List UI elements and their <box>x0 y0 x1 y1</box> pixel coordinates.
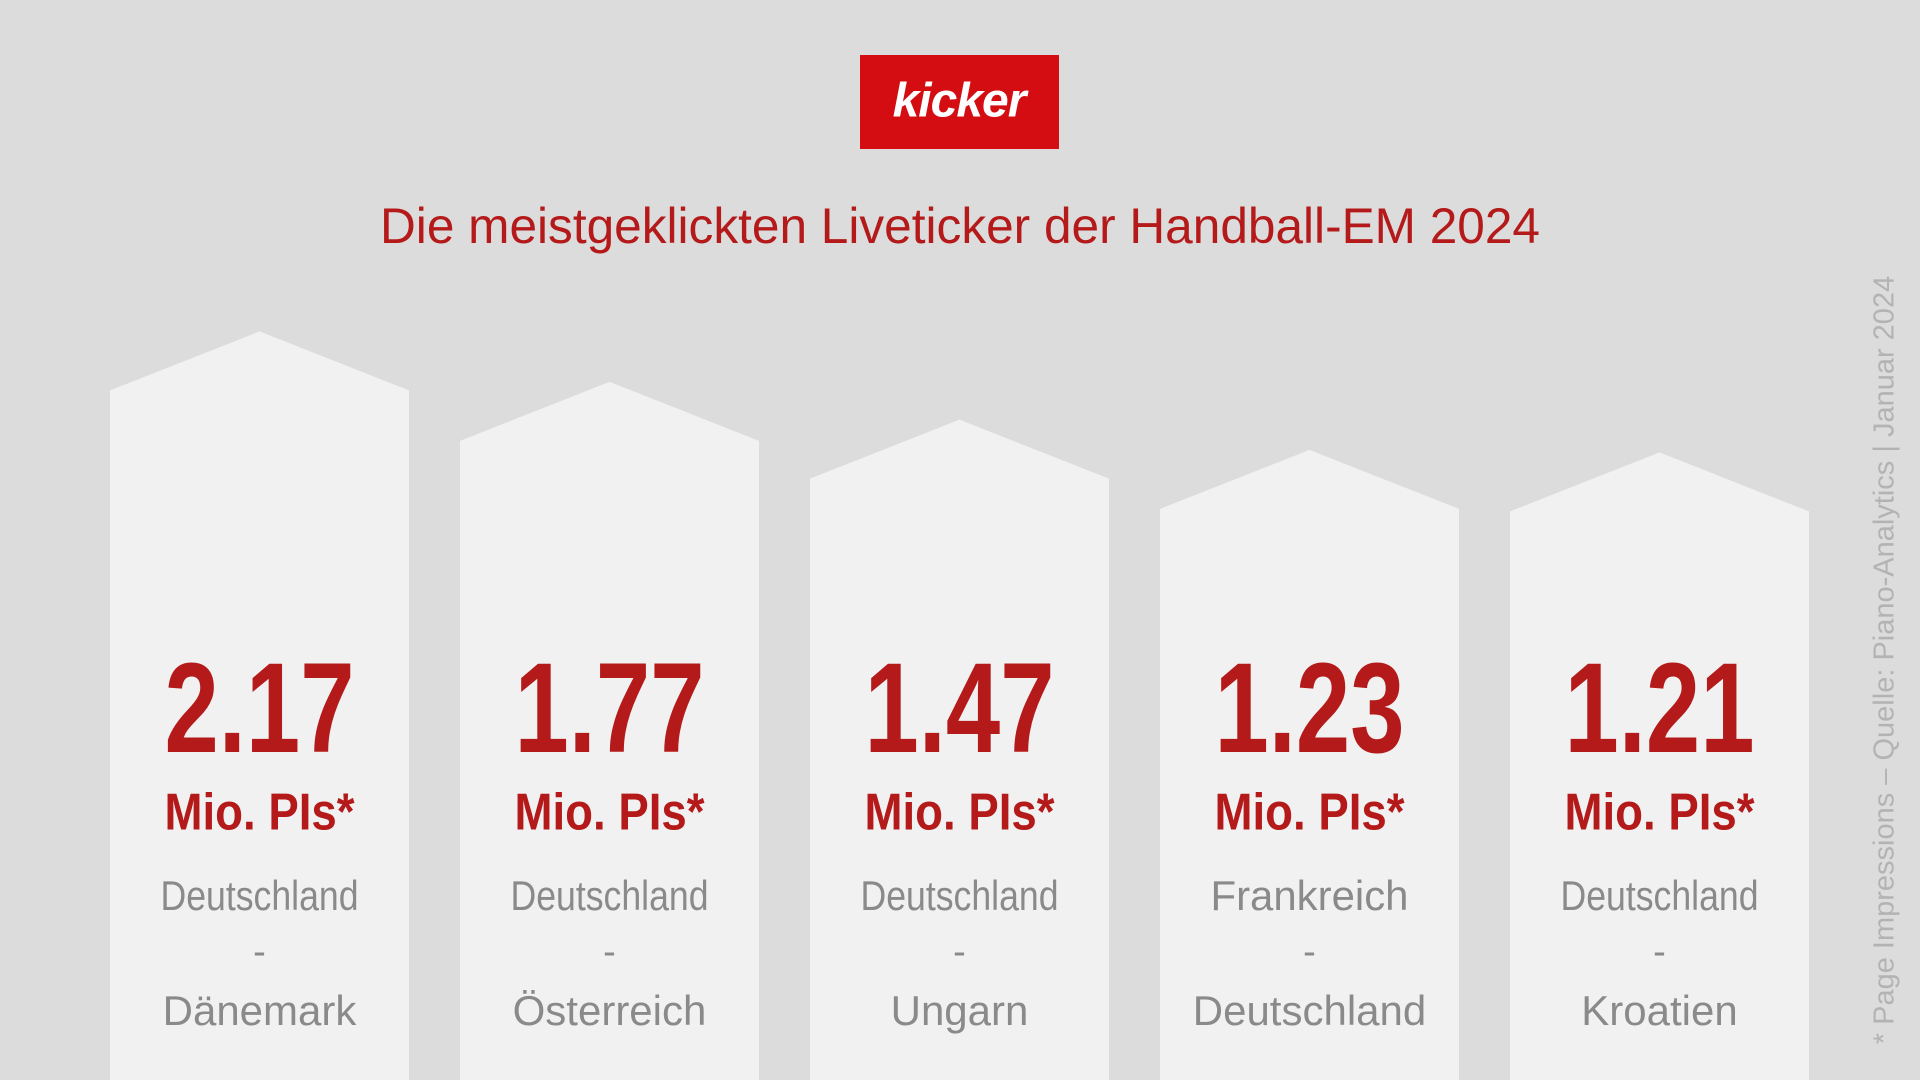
logo-box <box>860 55 1059 149</box>
team-away: Kroatien <box>1581 987 1737 1034</box>
value-label: 1.21 <box>1565 637 1755 780</box>
separator: - <box>1653 931 1666 973</box>
unit-label: Mio. PIs* <box>865 784 1056 842</box>
team-home: Deutschland <box>861 872 1059 919</box>
bar <box>1510 452 1809 1080</box>
chart-title: Die meistgeklickten Liveticker der Handb… <box>380 198 1540 254</box>
bar <box>810 419 1109 1080</box>
team-away: Dänemark <box>163 987 358 1034</box>
unit-label: Mio. PIs* <box>1565 784 1756 842</box>
logo: kicker <box>893 75 1029 128</box>
bar <box>110 331 409 1080</box>
footnote: * Page Impressions – Quelle: Piano-Analy… <box>1869 276 1901 1044</box>
value-label: 1.23 <box>1215 637 1405 780</box>
bar <box>460 381 759 1080</box>
value-label: 2.17 <box>165 637 355 780</box>
team-away: Ungarn <box>891 987 1029 1034</box>
unit-label: Mio. PIs* <box>165 784 356 842</box>
separator: - <box>1303 931 1316 973</box>
team-home: Deutschland <box>161 872 359 919</box>
team-home: Deutschland <box>1561 872 1759 919</box>
separator: - <box>953 931 966 973</box>
team-home: Frankreich <box>1211 872 1409 919</box>
team-away: Deutschland <box>1193 987 1426 1034</box>
team-away: Österreich <box>513 987 707 1034</box>
separator: - <box>253 931 266 973</box>
team-home: Deutschland <box>511 872 709 919</box>
unit-label: Mio. PIs* <box>515 784 706 842</box>
value-label: 1.47 <box>865 637 1055 780</box>
separator: - <box>603 931 616 973</box>
value-label: 1.77 <box>515 637 705 780</box>
bar <box>1160 449 1459 1080</box>
unit-label: Mio. PIs* <box>1215 784 1406 842</box>
